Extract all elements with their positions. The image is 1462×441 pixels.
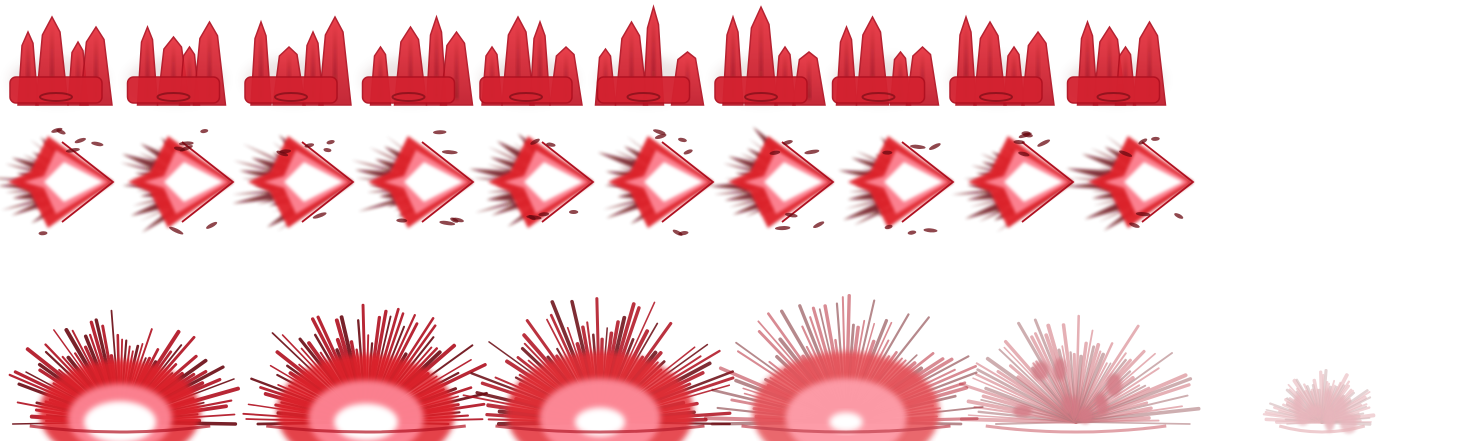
- ground-explosion-row: [8, 293, 1376, 441]
- flame-frame: [594, 4, 705, 106]
- slash-frame: [0, 127, 115, 236]
- explosion-frame: [958, 314, 1201, 434]
- slash-frame: [469, 133, 595, 228]
- flame-frame: [243, 15, 352, 106]
- flame-frame: [125, 20, 227, 106]
- flame-frame: [1065, 19, 1167, 106]
- slash-frame: [838, 136, 955, 235]
- slash-frame: [1065, 134, 1195, 231]
- flame-frame: [360, 14, 474, 106]
- slash-frame: [951, 131, 1075, 233]
- flame-frame: [8, 15, 113, 106]
- flame-frame: [713, 5, 826, 106]
- slash-frame: [232, 134, 355, 232]
- slash-arrow-row: [0, 126, 1195, 236]
- flame-frame: [830, 15, 940, 106]
- slash-frame: [351, 130, 475, 228]
- slash-frame: [709, 126, 835, 231]
- slash-frame: [597, 129, 715, 236]
- slash-frame: [120, 128, 235, 235]
- explosion-frame: [1262, 369, 1376, 434]
- flame-burst-row: [8, 4, 1167, 106]
- explosion-frame: [703, 293, 984, 441]
- flame-frame: [948, 14, 1055, 106]
- explosion-frame: [8, 309, 240, 441]
- explosion-frame: [242, 303, 488, 441]
- explosion-frame: [462, 297, 735, 441]
- flame-frame: [478, 15, 583, 106]
